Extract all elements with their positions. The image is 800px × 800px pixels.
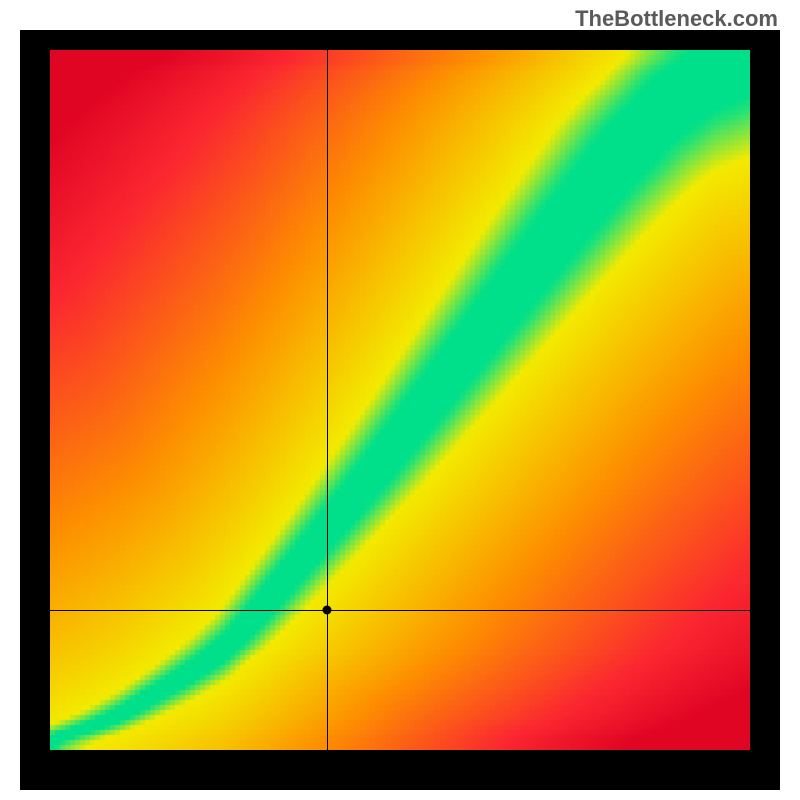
marker-dot: [322, 606, 331, 615]
page-root: TheBottleneck.com: [0, 0, 800, 800]
crosshair-vertical: [327, 50, 328, 750]
crosshair-horizontal: [50, 610, 750, 611]
plot-area: [50, 50, 750, 750]
watermark-text: TheBottleneck.com: [575, 6, 778, 32]
plot-frame: [20, 30, 780, 790]
heatmap-canvas: [50, 50, 750, 750]
